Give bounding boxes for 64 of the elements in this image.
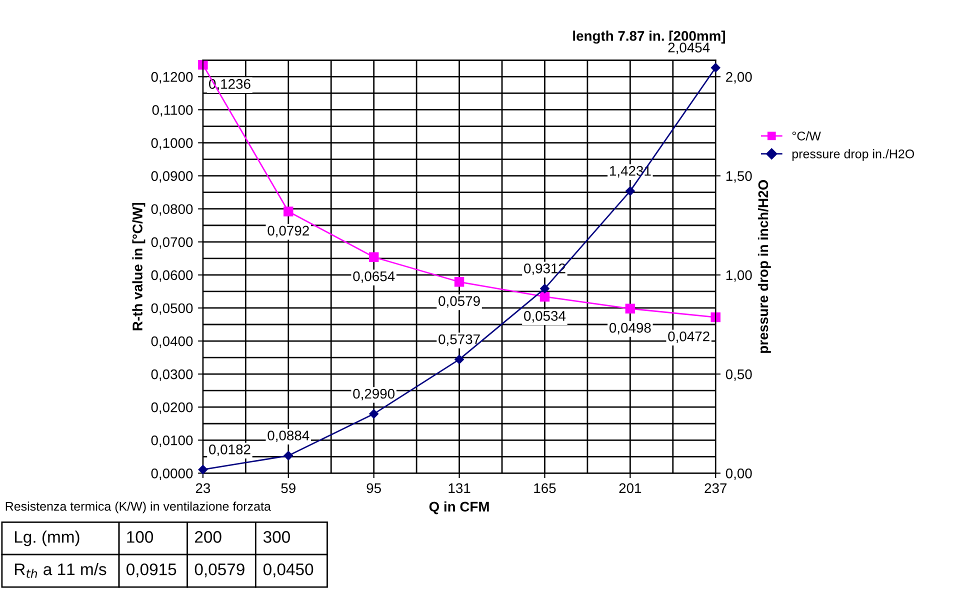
point (368, 252, 379, 262)
data-label: 0,0792 (268, 226, 309, 238)
text: 300 (263, 531, 290, 543)
text: 0,0450 (263, 563, 314, 578)
data-label: 0,0884 (268, 430, 310, 442)
point (284, 206, 294, 216)
y2-tick-label: 1,00 (726, 270, 752, 282)
text: 200 (195, 531, 222, 543)
y-tick-label: 0,1200 (151, 72, 193, 84)
data-label: 0,2990 (353, 388, 395, 400)
legend-label: pressure drop in./H2O (792, 149, 914, 161)
y-tick-label: 0,0000 (151, 468, 193, 480)
point (198, 464, 208, 474)
x-tick-label: 131 (448, 483, 470, 494)
y2-axis-title: pressure drop in inch/H2O (758, 180, 771, 353)
data-label: 0,0534 (524, 311, 566, 322)
y-tick-label: 0,0700 (151, 237, 193, 249)
y-tick-label: 0,0800 (151, 204, 193, 216)
y2-tick-label: 0,50 (726, 369, 752, 381)
x-tick-label: 23 (196, 483, 210, 494)
point (626, 186, 635, 196)
y2-tick-label: 0,00 (726, 468, 752, 480)
point (198, 60, 208, 70)
data-label: 0,0654 (353, 271, 395, 283)
y-tick-label: 0,0400 (151, 336, 193, 348)
y-tick-label: 0,0600 (151, 270, 193, 282)
y-tick-label: 0,1100 (152, 105, 193, 117)
x-tick-label: 237 (704, 483, 727, 494)
chart-title: length 7.87 in. [200mm] (573, 30, 725, 44)
data-label: 2,0454 (668, 42, 710, 54)
point (540, 292, 550, 302)
data-label: 0,0182 (209, 444, 250, 456)
text: Lg. (mm) (15, 530, 80, 546)
point (711, 63, 720, 72)
x-axis-title: Q in CFM (429, 501, 489, 514)
y-tick-label: 0,0100 (151, 435, 193, 447)
data-label: 0,5737 (438, 334, 480, 346)
point (540, 284, 550, 294)
x-tick-label: 59 (281, 483, 296, 494)
y2-tick-label: 2,00 (726, 72, 752, 84)
point (625, 304, 636, 314)
point (284, 451, 294, 460)
x-tick-label: 201 (619, 483, 642, 494)
text: Resistenza termica (K/W) in ventilazione forzata (6, 502, 271, 514)
point (454, 277, 464, 287)
y-tick-label: 0,0900 (151, 171, 193, 183)
x-tick-label: 95 (366, 483, 381, 494)
data-label: 0,0498 (609, 322, 651, 334)
y2-tick-label: 1,50 (726, 171, 752, 183)
y-tick-label: 0,0300 (151, 369, 193, 381)
y-tick-label: 0,1000 (151, 138, 193, 150)
data-label: 0,0579 (438, 296, 480, 308)
text: R$_{th}$ a 11 m/s (15, 562, 106, 578)
text: 0,0915 (126, 563, 176, 578)
x-tick-label: 165 (534, 483, 556, 494)
y-tick-label: 0,0200 (151, 402, 193, 414)
legend-label: °C/W (792, 131, 821, 140)
y-tick-label: 0,0500 (151, 303, 193, 315)
text: 0,0579 (194, 563, 244, 578)
text: 100 (127, 531, 154, 543)
point (369, 409, 378, 419)
y-axis-title: R-th value in [°C/W] (132, 202, 146, 330)
data-label: 0,0472 (668, 331, 710, 343)
point (454, 354, 464, 364)
